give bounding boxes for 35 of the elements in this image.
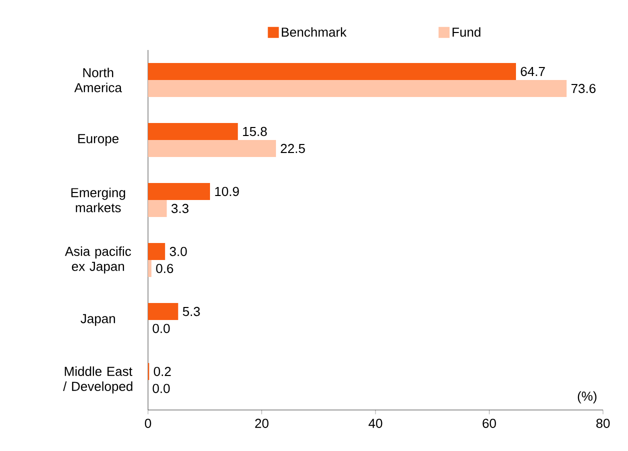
bar	[148, 260, 152, 277]
legend-label: Benchmark	[282, 27, 347, 37]
data-label: 10.9	[215, 186, 239, 196]
data-label: 0.6	[156, 264, 174, 274]
annotation: (%)	[578, 391, 596, 404]
y-tick-label: Japan	[80, 314, 115, 326]
bar	[148, 200, 167, 217]
x-tick-label: 40	[368, 418, 382, 428]
data-label: 0.2	[154, 366, 171, 376]
bar	[148, 242, 166, 260]
bar	[148, 302, 178, 320]
x-tick-label: 80	[596, 418, 610, 428]
data-label: 73.6	[571, 84, 596, 94]
x-tick-label: 60	[482, 418, 496, 428]
y-tick-label: North America	[74, 68, 122, 92]
data-label: 3.0	[170, 246, 187, 256]
data-label: 3.3	[171, 204, 188, 214]
data-label: 0.0	[152, 384, 170, 394]
y-tick-label: Europe	[78, 134, 118, 146]
bar	[148, 182, 210, 200]
y-tick-label: Emerging markets	[71, 188, 126, 212]
x-tick-label: 0	[144, 418, 152, 428]
bar	[148, 62, 516, 80]
data-label: 15.8	[243, 126, 267, 136]
bar	[148, 80, 567, 97]
data-label: 64.7	[520, 66, 545, 76]
bar	[148, 140, 276, 157]
y-tick-label: Middle East / Developed	[63, 366, 132, 394]
data-label: 22.5	[280, 144, 305, 154]
bar	[148, 122, 238, 140]
data-label: 5.3	[182, 306, 200, 316]
legend-label: Fund	[452, 27, 480, 37]
data-label: 0.0	[152, 324, 170, 334]
x-tick-label: 20	[255, 418, 268, 428]
y-tick-label: Asia pacific ex Japan	[64, 246, 131, 274]
